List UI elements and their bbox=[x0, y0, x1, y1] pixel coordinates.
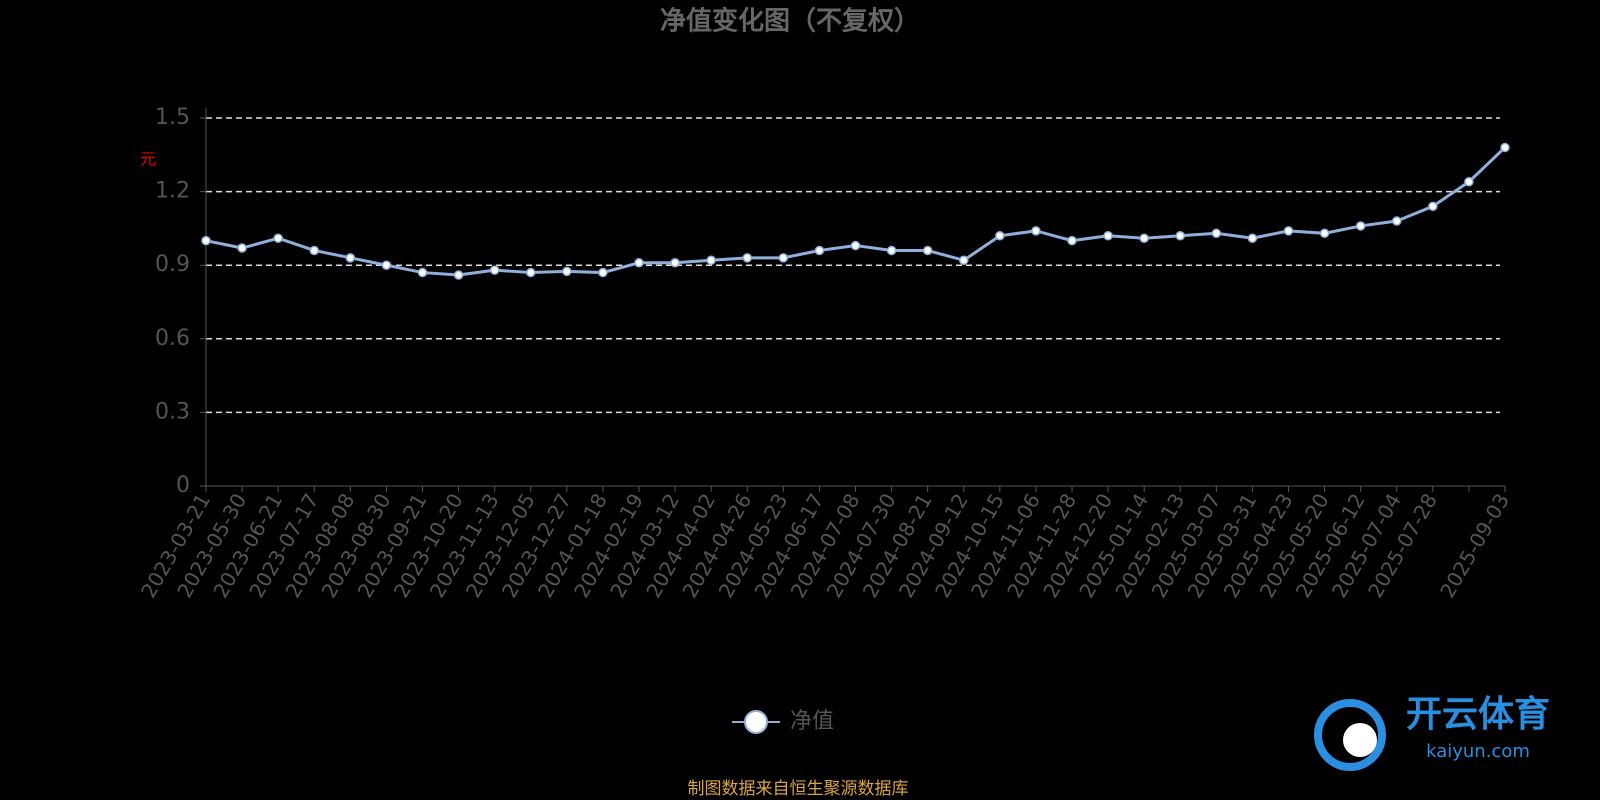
y-tick-label: 0.9 bbox=[155, 252, 190, 277]
point bbox=[1211, 228, 1222, 239]
point bbox=[1031, 226, 1041, 236]
logo-ball bbox=[1343, 723, 1377, 757]
point bbox=[526, 267, 536, 278]
point bbox=[814, 245, 825, 256]
point bbox=[959, 255, 969, 266]
point bbox=[1283, 226, 1294, 236]
point bbox=[850, 240, 861, 251]
y-tick-label: 0.6 bbox=[155, 326, 190, 351]
point bbox=[742, 253, 752, 263]
point bbox=[1500, 142, 1510, 153]
point bbox=[453, 270, 464, 280]
y-tick-label: 1.2 bbox=[155, 179, 190, 204]
point bbox=[381, 260, 392, 270]
watermark: 开云体育 kaiyun.com bbox=[1314, 694, 1550, 771]
point bbox=[489, 265, 500, 275]
point bbox=[1247, 233, 1258, 243]
legend-marker bbox=[744, 710, 768, 734]
point bbox=[1067, 235, 1077, 246]
point bbox=[417, 267, 428, 278]
point bbox=[634, 257, 644, 268]
point bbox=[273, 233, 283, 243]
legend-item: 净值 bbox=[732, 709, 834, 734]
legend-label: 净值 bbox=[790, 709, 834, 734]
point bbox=[1319, 228, 1330, 239]
watermark-brand: 开云体育 bbox=[1406, 694, 1550, 735]
point bbox=[886, 245, 897, 256]
point bbox=[598, 267, 608, 278]
point bbox=[345, 253, 356, 263]
point bbox=[922, 245, 933, 256]
y-tick-label: 1.5 bbox=[155, 105, 190, 130]
point bbox=[309, 245, 319, 256]
point bbox=[1139, 233, 1149, 243]
point bbox=[1392, 216, 1402, 226]
source-note: 制图数据来自恒生聚源数据库 bbox=[688, 779, 909, 799]
point bbox=[1355, 221, 1366, 231]
point bbox=[1175, 231, 1185, 241]
logo bbox=[1314, 699, 1386, 771]
point bbox=[237, 243, 247, 253]
chart-title: 净值变化图（不复权） bbox=[660, 6, 920, 37]
point bbox=[1428, 201, 1438, 212]
point bbox=[201, 235, 211, 246]
y-tick-label: 0 bbox=[176, 473, 190, 498]
point bbox=[1103, 231, 1113, 241]
y-axis-label: 元 bbox=[140, 150, 156, 169]
watermark-site: kaiyun.com bbox=[1426, 741, 1530, 762]
y-tick-label: 0.3 bbox=[155, 399, 190, 424]
point bbox=[562, 266, 572, 277]
point bbox=[1464, 177, 1474, 187]
point bbox=[670, 257, 680, 268]
point bbox=[706, 255, 716, 266]
point bbox=[778, 253, 789, 263]
point bbox=[995, 231, 1005, 241]
